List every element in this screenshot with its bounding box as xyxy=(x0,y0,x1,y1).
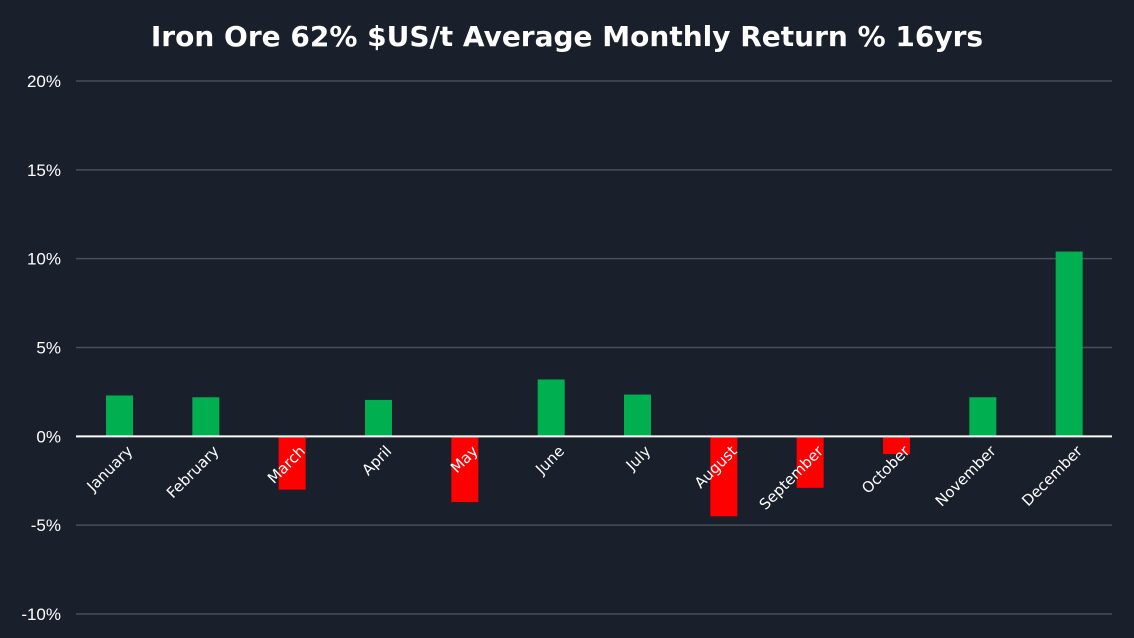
x-category-label: November xyxy=(932,442,1000,510)
bars xyxy=(106,251,1083,517)
bar xyxy=(624,394,651,437)
x-category-label: April xyxy=(358,442,395,479)
y-tick-label: 15% xyxy=(27,161,61,180)
x-axis-category-labels: January February March April May June July Augu… xyxy=(83,442,1087,514)
bar xyxy=(883,436,910,455)
bar xyxy=(796,436,824,488)
y-tick-label: 5% xyxy=(36,339,61,358)
y-tick-label: -5% xyxy=(31,516,61,535)
bar xyxy=(537,379,565,437)
x-category-label: July xyxy=(622,442,655,475)
bar xyxy=(106,395,133,437)
chart-title: Iron Ore 62% $US/t Average Monthly Retur… xyxy=(151,20,983,53)
x-category-label: January xyxy=(83,442,137,496)
bar xyxy=(1055,251,1083,437)
bar xyxy=(365,399,392,437)
y-tick-label: 10% xyxy=(27,250,61,269)
y-axis-tick-labels: 20% 15% 10% 5% 0% -5% -10% xyxy=(21,72,61,624)
bar xyxy=(710,436,738,517)
bar xyxy=(192,397,220,437)
bar xyxy=(451,436,479,503)
x-category-label: December xyxy=(1018,442,1086,510)
y-tick-label: 0% xyxy=(36,427,61,446)
gridlines xyxy=(76,80,1112,615)
bar xyxy=(278,436,306,490)
bar xyxy=(969,397,997,437)
x-category-label: June xyxy=(531,442,568,479)
y-tick-label: 20% xyxy=(27,72,61,91)
x-category-label: February xyxy=(163,442,223,502)
y-tick-label: -10% xyxy=(21,605,61,624)
